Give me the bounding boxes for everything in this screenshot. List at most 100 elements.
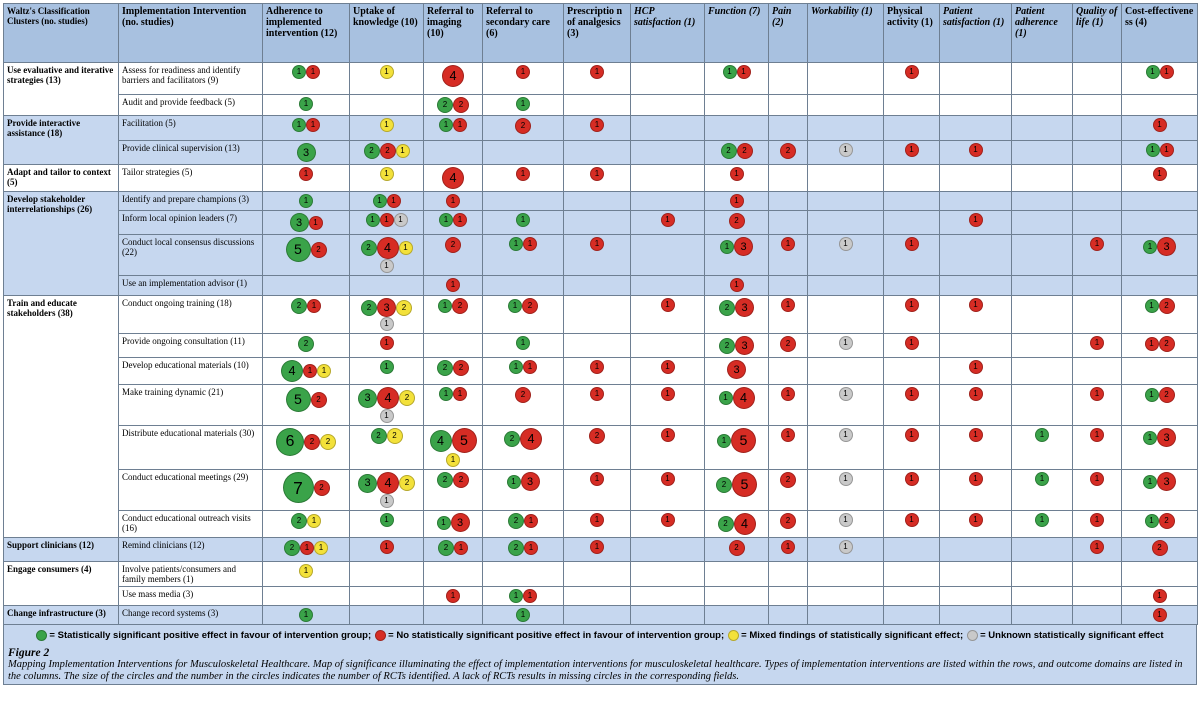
legend-dot-icon (36, 629, 48, 641)
result-cell (939, 275, 1012, 296)
result-cell: 2 (563, 425, 631, 470)
result-cell (349, 94, 424, 116)
red-circle: 1 (729, 167, 744, 181)
red-circle: 5 (732, 472, 757, 497)
grey-circle: 1 (838, 513, 853, 527)
green-circle: 1 (439, 213, 453, 227)
red-circle: 1 (968, 143, 983, 157)
red-circle: 4 (377, 472, 399, 494)
red-circle: 1 (660, 428, 675, 442)
red-circle: 2 (379, 143, 396, 159)
result-cell: 1 (883, 384, 940, 426)
result-cell (939, 191, 1012, 211)
result-cell: 2 (423, 234, 483, 276)
red-circle: 1 (660, 298, 675, 312)
result-cell (1011, 537, 1073, 562)
red-circle: 1 (1090, 387, 1104, 401)
yellow-circle: 1 (314, 541, 328, 555)
green-circle: 1 (379, 360, 394, 374)
result-cell (563, 210, 631, 235)
red-circle: 2 (1158, 387, 1175, 403)
green-circle: 1 (1145, 65, 1160, 79)
column-header: Physical activity (1) (883, 3, 940, 63)
red-circle: 1 (968, 387, 983, 401)
result-cell: 1 (563, 384, 631, 426)
red-circle: 1 (590, 360, 604, 374)
result-cell: 1 (1072, 537, 1122, 562)
intervention-label: Conduct local consensus discussions (22) (118, 234, 263, 276)
result-cell: 1 (768, 295, 808, 334)
cluster-label: Support clinicians (12) (3, 537, 119, 562)
red-circle: 1 (904, 298, 919, 312)
green-circle: 2 (370, 428, 387, 444)
result-cell (1072, 94, 1122, 116)
result-cell (704, 94, 769, 116)
red-circle: 2 (780, 143, 796, 159)
result-cell (1072, 140, 1122, 165)
result-cell: 1 (630, 210, 705, 235)
result-cell: 1 (563, 537, 631, 562)
green-circle: 2 (438, 540, 454, 556)
red-circle: 2 (310, 241, 327, 258)
red-circle: 2 (522, 298, 538, 314)
result-cell: 2 (482, 115, 564, 141)
legend: = Statistically significant positive eff… (3, 625, 1197, 645)
result-cell (349, 275, 424, 296)
yellow-circle: 1 (379, 167, 394, 181)
red-circle: 2 (728, 540, 745, 556)
result-cell: 1 (939, 510, 1012, 538)
result-cell (768, 94, 808, 116)
green-circle: 2 (717, 516, 734, 532)
result-cell (1072, 210, 1122, 235)
significance-map-table: Waltz's Classification Clusters (no. stu… (3, 3, 1198, 625)
red-circle: 3 (735, 336, 754, 355)
yellow-circle: 1 (395, 144, 410, 158)
result-cell: 1 (563, 510, 631, 538)
result-cell: 1 (349, 164, 424, 192)
result-cell (939, 333, 1012, 358)
result-cell (563, 295, 631, 334)
result-cell: 1 (563, 164, 631, 192)
result-cell: 1 (1072, 510, 1122, 538)
result-cell (768, 586, 808, 606)
column-header: Workability (1) (807, 3, 884, 63)
table-row: Conduct educational meetings (29) 7 2 3 4 2 1 2… (4, 469, 1198, 511)
red-circle: 2 (310, 391, 327, 408)
result-cell: 1 (939, 210, 1012, 235)
red-circle: 1 (1152, 167, 1167, 181)
green-circle: 3 (296, 143, 316, 162)
column-header: Referral to secondary care (6) (482, 3, 564, 63)
red-circle: 2 (453, 472, 469, 488)
result-cell: 1 (768, 425, 808, 470)
cluster-label: Engage consumers (4) (3, 561, 119, 606)
result-cell: 1 (1072, 425, 1122, 470)
red-circle: 1 (379, 213, 394, 227)
red-circle: 1 (590, 387, 604, 401)
result-cell: 2 (768, 469, 808, 511)
result-cell (883, 586, 940, 606)
column-header: Cost-effectivene ss (4) (1121, 3, 1198, 63)
green-circle: 1 (516, 336, 530, 350)
result-cell (423, 333, 483, 358)
result-cell: 1 (883, 62, 940, 95)
red-circle: 2 (313, 479, 330, 496)
result-cell: 1 (807, 234, 884, 276)
red-circle: 1 (454, 541, 468, 555)
red-circle: 1 (453, 213, 467, 227)
green-circle: 1 (292, 118, 306, 132)
result-cell (349, 605, 424, 625)
red-circle: 1 (660, 360, 675, 374)
green-circle: 1 (718, 391, 733, 405)
green-circle: 1 (508, 299, 522, 313)
red-circle: 1 (729, 278, 744, 292)
result-cell (768, 115, 808, 141)
result-cell (1121, 357, 1198, 385)
red-circle: 1 (660, 513, 675, 527)
